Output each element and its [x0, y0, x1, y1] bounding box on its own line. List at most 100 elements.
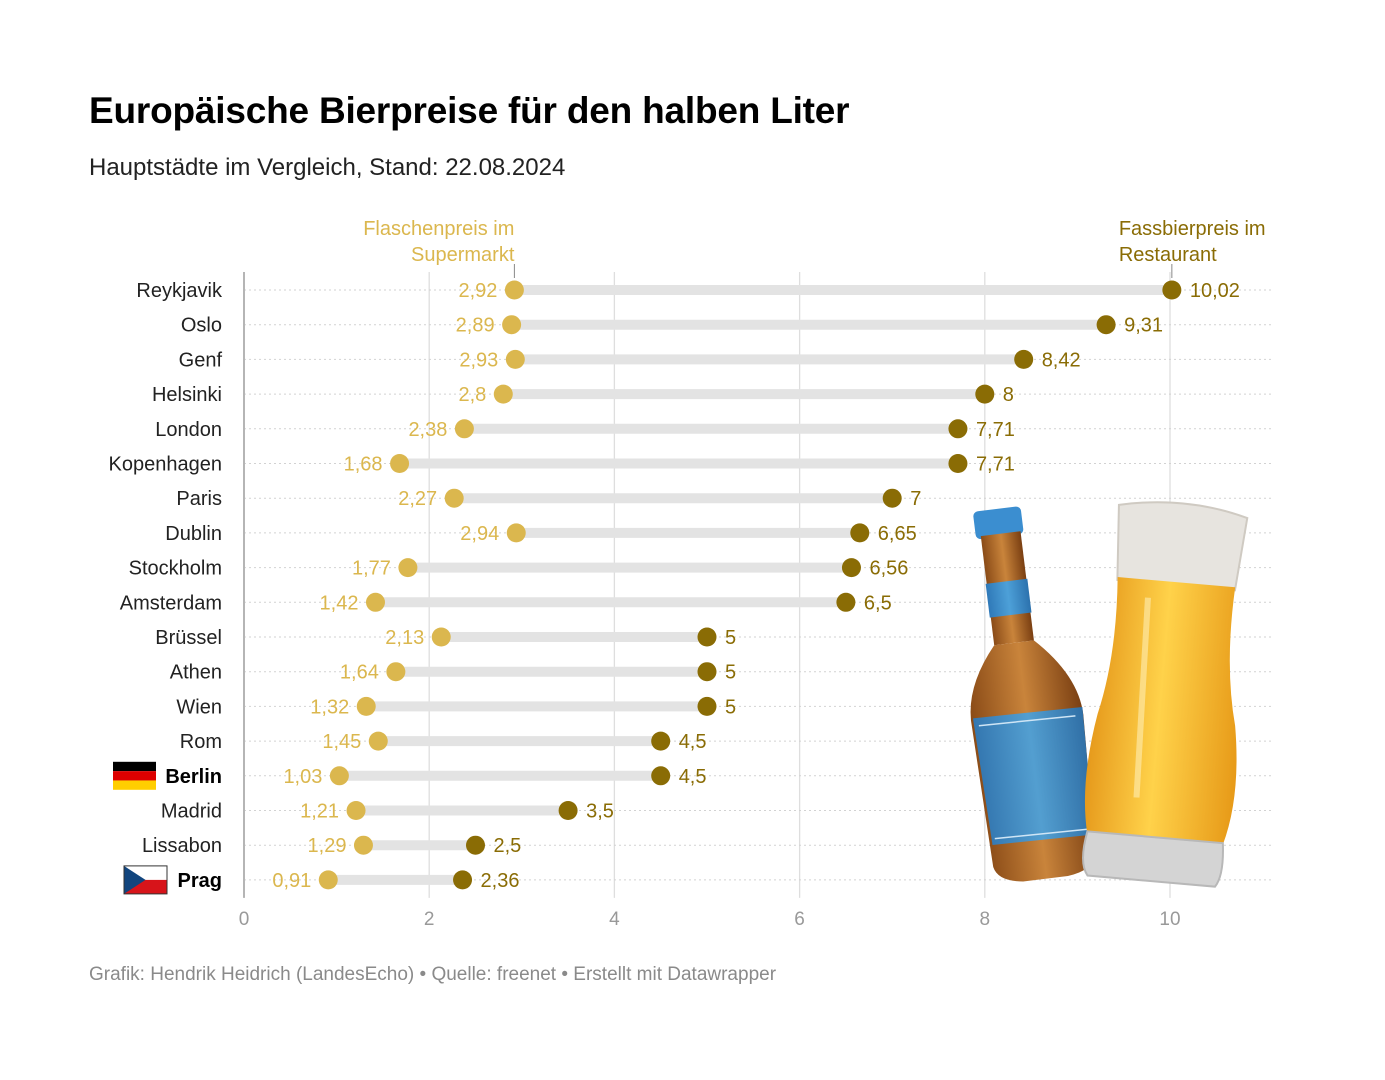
bottle-price-dot: [504, 280, 524, 300]
draft-price-label: 5: [725, 627, 736, 649]
czech-flag-blue-triangle: [124, 865, 146, 894]
city-label: Genf: [179, 349, 223, 371]
bottle-series-annotation: Supermarkt: [411, 244, 515, 266]
bottle-price-label: 1,45: [322, 731, 361, 753]
draft-price-label: 3,5: [586, 801, 614, 823]
draft-price-label: 5: [725, 662, 736, 684]
city-label: Kopenhagen: [109, 454, 222, 476]
city-label: Lissabon: [142, 835, 222, 857]
bottle-price-dot: [431, 627, 451, 647]
x-tick-label: 2: [424, 909, 435, 930]
x-axis: 0 2 4 6 8 10: [239, 272, 1181, 930]
range-bars: [328, 285, 1172, 885]
x-tick-label: 8: [980, 909, 991, 930]
draft-price-dot: [697, 696, 717, 716]
city-label: Wien: [176, 696, 222, 718]
draft-price-label: 6,56: [869, 558, 908, 580]
draft-price-dot: [453, 870, 473, 890]
draft-price-label: 4,5: [679, 731, 707, 753]
city-label: Brüssel: [155, 627, 222, 649]
draft-price-dot: [651, 731, 671, 751]
germany-flag-red-stripe: [113, 771, 156, 781]
bottle-price-label: 1,29: [308, 835, 347, 857]
bottle-price-dot: [502, 315, 522, 335]
bottle-price-label: 0,91: [272, 870, 311, 892]
germany-flag-icon: [113, 761, 156, 790]
bottle-price-label: 1,21: [300, 801, 339, 823]
bottle-price-label: 1,42: [320, 592, 359, 614]
draft-price-dot: [697, 662, 717, 682]
beer-glass-illustration: [1082, 501, 1249, 888]
draft-price-dot: [697, 627, 717, 647]
bottle-price-dot: [329, 766, 349, 786]
city-label: Stockholm: [129, 558, 222, 580]
value-labels: 2,92 10,02 2,89 9,31 2,93 8,42 2,8 8 2,38 7,71 1,6…: [272, 280, 1240, 892]
draft-price-dot: [850, 523, 870, 543]
draft-price-label: 6,65: [878, 523, 917, 545]
bottle-price-dot: [356, 696, 376, 716]
draft-price-label: 7,71: [976, 454, 1015, 476]
draft-price-dot: [841, 558, 861, 578]
draft-price-dot: [651, 766, 671, 786]
bottle-price-label: 2,27: [398, 488, 437, 510]
draft-price-label: 9,31: [1124, 315, 1163, 337]
bottle-price-dot: [398, 558, 418, 578]
bottle-series-annotation: Flaschenpreis im: [363, 218, 514, 240]
draft-price-label: 7: [910, 488, 921, 510]
city-label: Reykjavik: [136, 280, 223, 302]
x-tick-label: 0: [239, 909, 250, 930]
draft-price-label: 5: [725, 696, 736, 718]
city-label: Amsterdam: [120, 592, 222, 614]
bottle-price-dot: [318, 870, 338, 890]
price-dots: [318, 280, 1182, 890]
draft-price-label: 8,42: [1042, 349, 1081, 371]
x-tick-label: 6: [794, 909, 805, 930]
beer-illustration: [970, 501, 1249, 888]
bottle-price-label: 1,32: [310, 696, 349, 718]
bottle-price-label: 2,8: [458, 384, 486, 406]
bottle-price-dot: [444, 488, 464, 508]
draft-price-label: 10,02: [1190, 280, 1240, 302]
bottle-price-dot: [454, 419, 474, 439]
draft-series-annotation: Restaurant: [1119, 244, 1217, 266]
series-annotations: Flaschenpreis im Supermarkt Fassbierpreis …: [363, 218, 1266, 278]
draft-price-label: 2,5: [494, 835, 522, 857]
czech-flag-border: [123, 865, 168, 895]
city-label: Berlin: [165, 766, 222, 788]
city-label: Athen: [170, 662, 222, 684]
city-label: Rom: [180, 731, 222, 753]
draft-price-dot: [558, 801, 578, 820]
x-tick-label: 4: [609, 909, 620, 930]
city-label: Prag: [178, 870, 222, 892]
bottle-price-label: 2,94: [460, 523, 499, 545]
bottle-price-dot: [368, 731, 388, 751]
draft-price-label: 7,71: [976, 419, 1015, 441]
draft-price-dot: [836, 592, 856, 612]
bottle-price-label: 2,38: [408, 419, 447, 441]
draft-price-label: 6,5: [864, 592, 892, 614]
chart-subtitle: Hauptstädte im Vergleich, Stand: 22.08.2…: [89, 154, 566, 181]
source-footer: Grafik: Hendrik Heidrich (LandesEcho) • …: [89, 964, 777, 985]
bottle-price-dot: [506, 523, 526, 543]
beer-bottle-illustration: [970, 506, 1096, 882]
germany-flag-black-stripe: [113, 761, 156, 772]
bottle-price-dot: [365, 592, 385, 612]
bottle-price-label: 2,92: [458, 280, 497, 302]
bottle-price-label: 2,13: [385, 627, 424, 649]
city-labels: Reykjavik Oslo Genf Helsinki London Kopenhage…: [109, 280, 223, 895]
draft-price-label: 8: [1003, 384, 1014, 406]
bottle-price-dot: [493, 384, 513, 404]
city-label: Dublin: [165, 523, 222, 545]
czech-flag-icon: [123, 865, 168, 895]
draft-price-dot: [948, 454, 968, 473]
chart-title: Europäische Bierpreise für den halben Li…: [89, 90, 850, 131]
x-tick-label: 10: [1159, 909, 1180, 930]
city-label: Oslo: [181, 315, 222, 337]
bottle-price-dot: [505, 349, 525, 369]
draft-price-label: 4,5: [679, 766, 707, 788]
draft-price-label: 2,36: [481, 870, 520, 892]
bottle-price-label: 1,64: [340, 662, 379, 684]
draft-price-dot: [975, 384, 995, 404]
bottle-price-label: 1,68: [344, 454, 383, 476]
bottle-price-dot: [386, 662, 406, 682]
